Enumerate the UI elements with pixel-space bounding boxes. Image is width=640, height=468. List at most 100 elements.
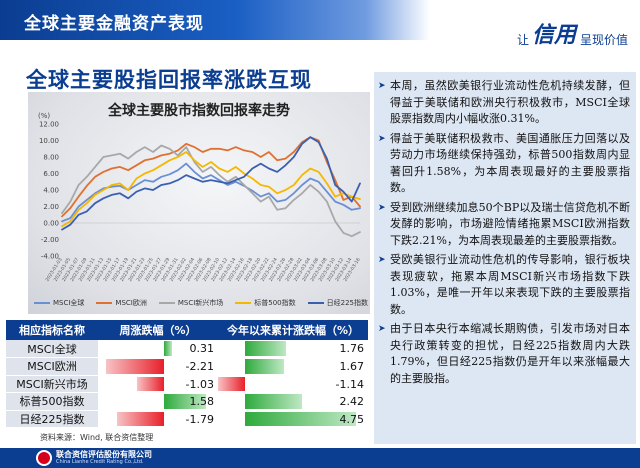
triangle-bullet-icon: ➤ — [378, 133, 386, 144]
triangle-bullet-icon: ➤ — [378, 255, 386, 265]
header-name: 相应指标名称 — [6, 320, 98, 340]
table-header-row: 相应指标名称 周涨跌幅（%） 今年以来累计涨跌幅（%） — [6, 320, 368, 340]
legend-label: MSCI全球 — [53, 299, 85, 307]
y-tick-label: 8.00 — [43, 154, 59, 162]
week-change-cell: -1.79 — [98, 410, 218, 428]
line-chart: (%)12.00 10.00 8.00 6.00 4.00 2.00 0.00 -2.00 -4… — [38, 112, 362, 283]
company-logo-icon — [36, 450, 52, 466]
week-change-value: -2.21 — [185, 360, 214, 373]
week-change-bar — [105, 359, 164, 374]
company-name: 联合资信评估股份有限公司 — [56, 450, 152, 459]
series-line — [61, 136, 361, 231]
ytd-change-cell: 1.67 — [218, 357, 368, 375]
bullet-text: 本周，虽然欧美银行业流动性危机持续发酵，但得益于美联储和欧洲央行积极救市，MSC… — [390, 79, 630, 125]
legend-swatch — [96, 302, 113, 304]
legend-item: MSCI新兴市场 — [158, 298, 224, 308]
slogan-brand: 信用 — [531, 22, 576, 48]
bullet-text: 受到欧洲继续加息50个BP以及瑞士信贷危机不断发酵的影响，市场避险情绪拖累MSC… — [390, 200, 630, 247]
table-row: MSCI欧洲 -2.21 1.67 — [6, 357, 368, 375]
legend-label: 日经225指数 — [326, 299, 368, 307]
week-change-value: 1.58 — [189, 395, 215, 408]
series-line — [61, 144, 361, 238]
legend-item: 日经225指数 — [307, 298, 368, 308]
company-name-en: China Lianhe Credit Rating Co.,Ltd. — [56, 459, 144, 465]
week-change-cell: 0.31 — [98, 340, 218, 358]
ytd-change-cell: 2.42 — [218, 392, 368, 410]
week-change-bar — [164, 341, 173, 356]
week-change-bar — [136, 376, 164, 391]
bullet-text: 由于日本央行本缩减长期购债，引发市场对日本央行政策转变的担忧，日经225指数周内… — [390, 322, 630, 385]
series-line — [61, 136, 361, 218]
commentary-panel: ➤ 本周，虽然欧美银行业流动性危机持续发酵，但得益于美联储和欧洲央行积极救市，MS… — [374, 72, 636, 444]
ytd-change-bar — [245, 394, 302, 409]
y-tick-label: 2.00 — [43, 203, 59, 211]
week-change-bar — [164, 394, 206, 409]
week-change-bar — [116, 411, 164, 426]
y-tick-label: 4.00 — [43, 187, 59, 195]
week-change-value: -1.79 — [185, 412, 214, 426]
page-header: 全球主要金融资产表现 让 信用 呈现价值 — [0, 0, 640, 56]
week-change-cell: -1.03 — [98, 375, 218, 393]
ytd-change-bar — [245, 359, 285, 374]
header-bar — [0, 0, 430, 40]
ytd-change-value: 1.67 — [339, 360, 365, 373]
triangle-bullet-icon: ➤ — [378, 81, 386, 91]
row-name: 日经225指数 — [6, 410, 98, 428]
triangle-bullet-icon: ➤ — [378, 324, 386, 334]
table-row: MSCI全球 0.31 1.76 — [6, 340, 368, 358]
week-change-value: -1.03 — [185, 377, 214, 391]
legend-swatch — [158, 302, 175, 304]
y-tick-label: -4.00 — [41, 253, 59, 261]
commentary-bullet: ➤ 受到欧洲继续加息50个BP以及瑞士信贷危机不断发酵的影响，市场避险情绪拖累MS… — [378, 200, 630, 250]
week-change-cell: 1.58 — [98, 392, 218, 410]
ytd-change-value: -1.14 — [335, 377, 364, 391]
commentary-bullet: ➤ 得益于美联储积极救市、美国通胀压力回落以及劳动力市场继续保持强劲，标普500指… — [378, 131, 630, 197]
bullet-text: 受欧美银行业流动性危机的传导影响，银行板块表现疲软，拖累本周MSCI新兴市场指数… — [390, 253, 630, 316]
ytd-change-value: 2.42 — [339, 395, 365, 408]
y-tick-label: 0.00 — [43, 220, 59, 228]
legend-item: MSCI欧洲 — [96, 298, 147, 308]
y-axis-unit: (%) — [38, 112, 50, 120]
chart-panel: (%) 12.00 10.00 8.00 6.00 4.00 2.00 0.00 -2.00 -4… — [28, 92, 370, 314]
row-name: MSCI新兴市场 — [6, 375, 98, 393]
page-footer: 联合资信评估股份有限公司 China Lianhe Credit Rating … — [0, 448, 640, 468]
commentary-bullet: ➤ 受欧美银行业流动性危机的传导影响，银行板块表现疲软，拖累本周MSCI新兴市场指… — [378, 252, 630, 318]
commentary-bullet: ➤ 本周，虽然欧美银行业流动性危机持续发酵，但得益于美联储和欧洲央行积极救市，MS… — [378, 78, 630, 128]
y-tick-label: 6.00 — [43, 170, 59, 178]
page-title: 全球主要金融资产表现 — [24, 14, 204, 34]
bullet-text: 得益于美联储积极救市、美国通胀压力回落以及劳动力市场继续保持强劲，标普500指数… — [390, 131, 630, 195]
y-tick-label: -2.00 — [41, 236, 59, 244]
section-title: 全球主要股指回报率涨跌互现 — [26, 68, 312, 92]
ytd-change-bar — [245, 341, 287, 356]
legend-swatch — [235, 302, 252, 304]
index-performance-table: 相应指标名称 周涨跌幅（%） 今年以来累计涨跌幅（%） MSCI全球 0.31 1.… — [6, 320, 368, 428]
row-name: MSCI欧洲 — [6, 357, 98, 375]
y-tick-label: 10.00 — [39, 137, 59, 145]
header-ytd: 今年以来累计涨跌幅（%） — [218, 320, 368, 340]
triangle-bullet-icon: ➤ — [378, 202, 386, 213]
legend-label: MSCI欧洲 — [115, 299, 147, 307]
legend-item: MSCI全球 — [34, 298, 84, 308]
legend-label: MSCI新兴市场 — [177, 299, 224, 307]
commentary-bullet: ➤ 由于日本央行本缩减长期购债，引发市场对日本央行政策转变的担忧，日经225指数周… — [378, 321, 630, 387]
legend-swatch — [34, 302, 50, 304]
ytd-change-bar — [218, 376, 245, 391]
header-week: 周涨跌幅（%） — [98, 320, 218, 340]
series-line — [61, 162, 361, 223]
data-source: 资料来源：Wind, 联合资信整理 — [40, 433, 154, 442]
legend-label: 标普500指数 — [254, 299, 296, 307]
chart-title: 全球主要股市指数回报率走势 — [108, 103, 290, 119]
ytd-change-value: 1.76 — [339, 342, 365, 355]
ytd-change-bar — [245, 411, 357, 426]
ytd-change-cell: 1.76 — [218, 340, 368, 358]
brand-slogan: 让 信用 呈现价值 — [517, 18, 628, 48]
legend-item: 标普500指数 — [235, 298, 296, 308]
row-name: 标普500指数 — [6, 392, 98, 410]
ytd-change-cell: 4.75 — [218, 410, 368, 428]
table-row: MSCI新兴市场 -1.03 -1.14 — [6, 375, 368, 393]
ytd-change-value: 4.75 — [339, 412, 365, 426]
chart-legend: MSCI全球 MSCI欧洲 MSCI新兴市场 标普500指数 日经225指数 — [34, 298, 368, 308]
table-row: 标普500指数 1.58 2.42 — [6, 392, 368, 410]
ytd-change-cell: -1.14 — [218, 375, 368, 393]
legend-swatch — [307, 302, 324, 304]
